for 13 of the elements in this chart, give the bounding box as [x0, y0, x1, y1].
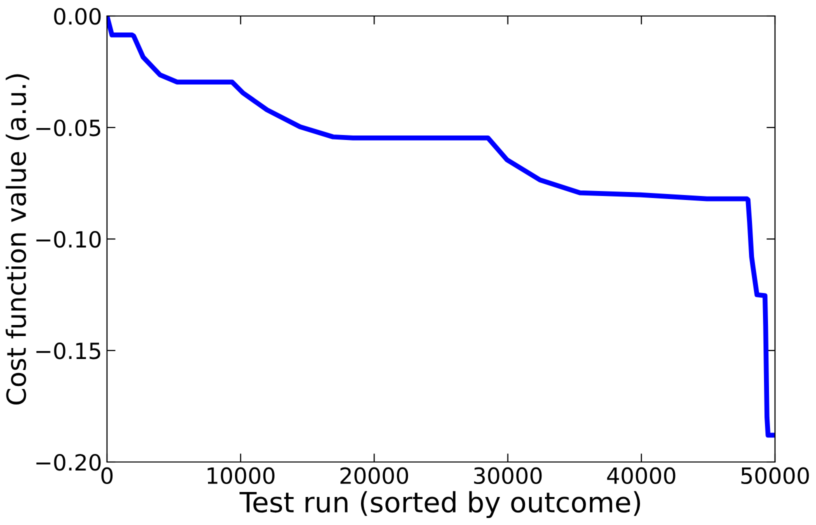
y-axis-title: Cost function value (a.u.)	[6, 74, 30, 404]
x-tick-label: 0	[101, 467, 113, 484]
x-tick-label: 40000	[607, 467, 676, 484]
y-tick-label: −0.15	[36, 342, 100, 360]
x-tick-label: 50000	[741, 467, 809, 484]
y-tick-label: 0.00	[54, 8, 101, 25]
x-tick-label: 10000	[208, 467, 274, 484]
y-tick-label: −0.10	[36, 230, 101, 248]
x-tick-label: 30000	[474, 467, 542, 484]
y-tick-label: −0.20	[36, 454, 101, 471]
x-axis-title: Test run (sorted by outcome)	[240, 491, 640, 518]
y-tick-label: −0.05	[36, 119, 100, 136]
x-tick-label: 20000	[340, 467, 408, 484]
